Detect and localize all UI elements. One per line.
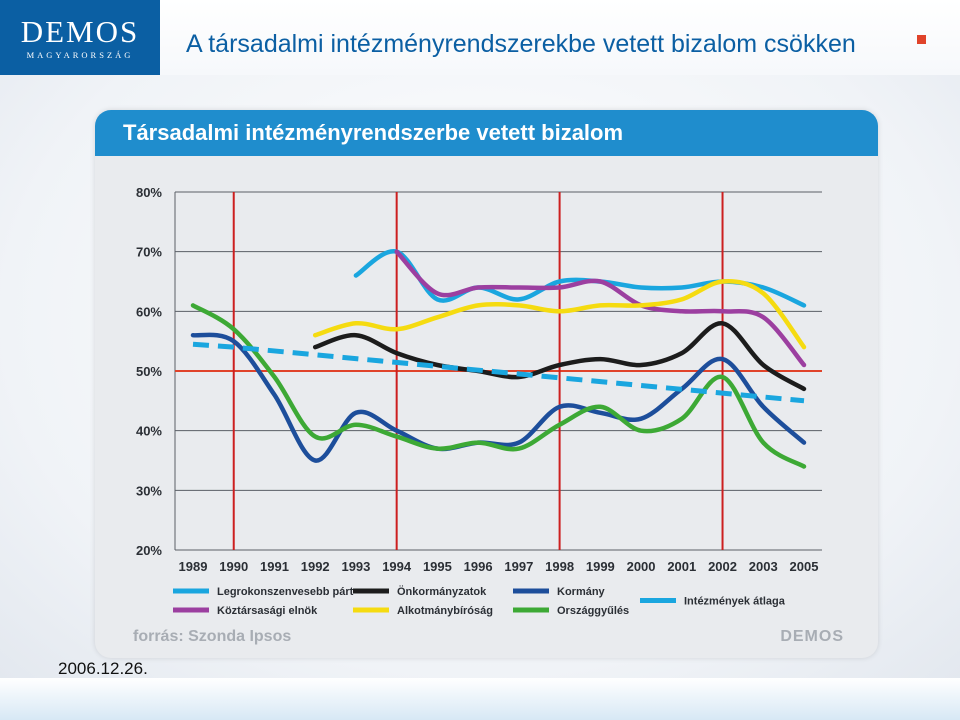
legend-label: Köztársasági elnök (217, 605, 318, 617)
x-tick-label: 1997 (504, 559, 533, 574)
y-tick-label: 80% (136, 185, 162, 200)
x-tick-label: 1990 (219, 559, 248, 574)
y-tick-label: 50% (136, 364, 162, 379)
y-tick-label: 60% (136, 304, 162, 319)
chart-header (95, 110, 878, 156)
series-line-kormany (190, 332, 807, 463)
slide-date: 2006.12.26. (58, 659, 148, 678)
series-line-alkotmanybirosag (312, 279, 807, 350)
legend-label: Önkormányzatok (397, 585, 487, 598)
x-tick-label: 1989 (179, 559, 208, 574)
x-tick-label: 1998 (545, 559, 574, 574)
header-band (160, 0, 960, 75)
legend-label: Intézmények átlaga (684, 596, 786, 608)
x-tick-label: 1995 (423, 559, 452, 574)
y-tick-label: 20% (136, 543, 162, 558)
x-tick-label: 1996 (464, 559, 493, 574)
x-tick-label: 1991 (260, 559, 289, 574)
x-tick-label: 1999 (586, 559, 615, 574)
footer-bar (0, 678, 960, 720)
legend-label: Alkotmánybíróság (397, 605, 493, 617)
y-tick-label: 70% (136, 245, 162, 260)
legend-label: Legrokonszenvesebb párt (217, 586, 354, 598)
demos-logo: DEMOS MAGYARORSZÁG (0, 0, 160, 75)
x-tick-label: 1992 (301, 559, 330, 574)
chart-card: Társadalmi intézményrendszerbe vetett bi… (95, 110, 878, 658)
x-tick-label: 1993 (341, 559, 370, 574)
series-line-onkormanyzatok (312, 321, 807, 392)
x-tick-label: 2005 (790, 559, 819, 574)
series-line-intezmenyek-atlaga (192, 341, 805, 404)
legend-label: Kormány (557, 586, 606, 598)
bullet-square-icon (917, 35, 926, 44)
legend-label: Országgyűlés (557, 605, 629, 617)
line-chart: 20% 30% 40% 50% 60% 70% 80% 1989 1990 1991 1992 199… (136, 185, 822, 617)
logo-name: DEMOS (20, 14, 140, 49)
slide-title: A társadalmi intézményrendszerekbe vetet… (186, 30, 856, 58)
card-logo: DEMOS (780, 628, 844, 645)
chart-title: Társadalmi intézményrendszerbe vetett bi… (123, 120, 624, 145)
y-tick-label: 40% (136, 424, 162, 439)
x-tick-label: 2000 (627, 559, 656, 574)
logo-subtitle: MAGYARORSZÁG (26, 50, 134, 60)
x-tick-label: 2001 (667, 559, 696, 574)
series-line-orszaggyules (190, 303, 807, 469)
series-line-legrokonszenvesebb-part (353, 249, 807, 308)
series-line-koztarsasagi-elnok (394, 249, 807, 368)
x-tick-label: 1994 (382, 559, 412, 574)
y-tick-label: 30% (136, 483, 162, 498)
x-tick-label: 2002 (708, 559, 737, 574)
source-note: forrás: Szonda Ipsos (133, 628, 292, 645)
x-tick-label: 2003 (749, 559, 778, 574)
